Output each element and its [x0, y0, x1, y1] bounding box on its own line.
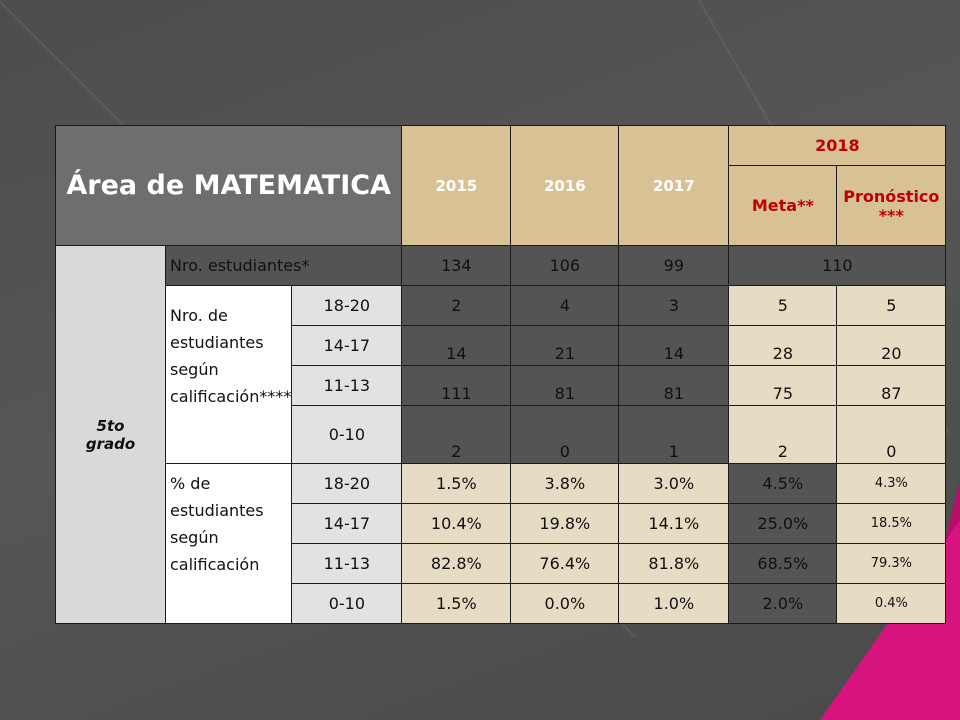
value-cell: 14 [401, 325, 512, 366]
grade-label: 5to grado [55, 245, 166, 624]
value-cell: 14 [618, 325, 730, 366]
value-cell: 2 [401, 405, 512, 464]
pronostico-cell: 20 [836, 325, 947, 366]
pronostico-cell: 5 [836, 285, 947, 326]
value-cell: 3.0% [618, 463, 730, 504]
range-cell: 0-10 [291, 583, 403, 624]
year-2018-header: 2018 [728, 125, 947, 166]
meta-cell: 28 [728, 325, 838, 366]
value-cell: 82.8% [401, 543, 512, 584]
year-2015-header: 2015 [401, 125, 512, 246]
range-cell: 11-13 [291, 365, 403, 406]
value-cell: 81.8% [618, 543, 730, 584]
nro-2017: 99 [618, 245, 730, 286]
range-cell: 0-10 [291, 405, 403, 464]
value-cell: 2 [401, 285, 512, 326]
meta-cell: 68.5% [728, 543, 838, 584]
meta-cell: 25.0% [728, 503, 838, 544]
pronostico-cell: 4.3% [836, 463, 947, 504]
nro-2018: 110 [728, 245, 947, 286]
meta-header: Meta** [728, 165, 838, 246]
value-cell: 111 [401, 365, 512, 406]
group2-label: % de estudiantes según calificación [164, 463, 293, 624]
value-cell: 10.4% [401, 503, 512, 544]
value-cell: 19.8% [510, 503, 620, 544]
value-cell: 1.0% [618, 583, 730, 624]
pronostico-cell: 0.4% [836, 583, 947, 624]
year-2016-header: 2016 [510, 125, 620, 246]
value-cell: 81 [618, 365, 730, 406]
value-cell: 0 [510, 405, 620, 464]
group1-label: Nro. de estudiantes según calificación**… [164, 285, 293, 464]
value-cell: 1.5% [401, 583, 512, 624]
range-cell: 14-17 [291, 325, 403, 366]
meta-cell: 4.5% [728, 463, 838, 504]
year-2017-header: 2017 [618, 125, 730, 246]
value-cell: 1 [618, 405, 730, 464]
value-cell: 1.5% [401, 463, 512, 504]
meta-cell: 75 [728, 365, 838, 406]
value-cell: 21 [510, 325, 620, 366]
pronostico-header: Pronóstico *** [836, 165, 947, 246]
nro-2015: 134 [401, 245, 512, 286]
value-cell: 3.8% [510, 463, 620, 504]
results-table: Área de MATEMATICA 2015 2016 2017 2018 M… [54, 125, 947, 624]
pronostico-cell: 87 [836, 365, 947, 406]
row-label-nro: Nro. estudiantes* [164, 245, 403, 286]
meta-cell: 5 [728, 285, 838, 326]
range-cell: 18-20 [291, 285, 403, 326]
meta-cell: 2 [728, 405, 838, 464]
range-cell: 14-17 [291, 503, 403, 544]
range-cell: 11-13 [291, 543, 403, 584]
value-cell: 81 [510, 365, 620, 406]
pronostico-cell: 79.3% [836, 543, 947, 584]
value-cell: 14.1% [618, 503, 730, 544]
pronostico-cell: 18.5% [836, 503, 947, 544]
value-cell: 76.4% [510, 543, 620, 584]
nro-2016: 106 [510, 245, 620, 286]
value-cell: 3 [618, 285, 730, 326]
grade-text: 5to grado [85, 416, 136, 453]
meta-cell: 2.0% [728, 583, 838, 624]
pronostico-cell: 0 [836, 405, 947, 464]
range-cell: 18-20 [291, 463, 403, 504]
value-cell: 4 [510, 285, 620, 326]
value-cell: 0.0% [510, 583, 620, 624]
table-title: Área de MATEMATICA [54, 125, 403, 246]
